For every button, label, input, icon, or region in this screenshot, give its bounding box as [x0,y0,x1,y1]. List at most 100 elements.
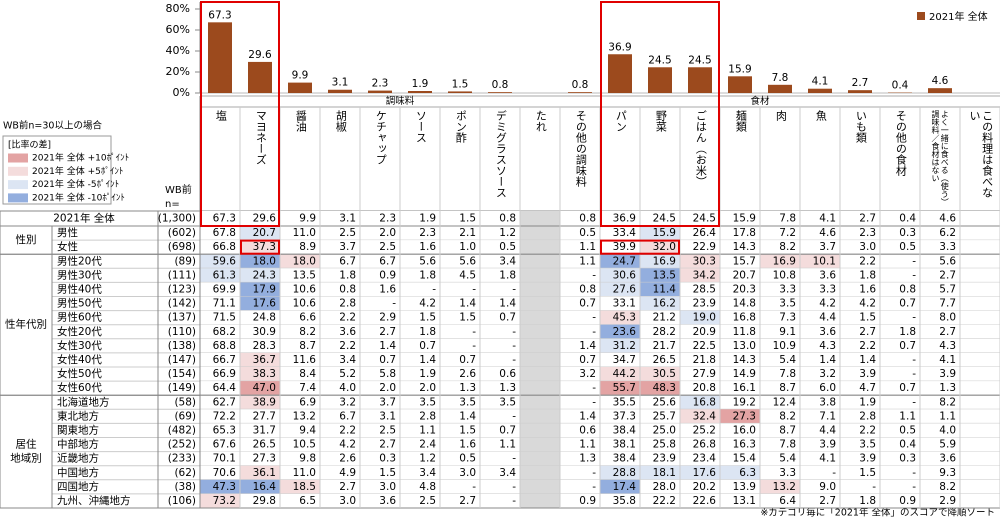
cell-bg [240,451,280,466]
column-header-text: ごはん（お米） [694,110,708,187]
cell-bg [760,479,800,494]
cell-bg [760,451,800,466]
cell-value: 11.8 [733,326,756,338]
cell-value: 33.4 [613,227,637,239]
cell-value: - [912,269,916,281]
cell-value: 10.6 [293,283,317,295]
cell-bg [840,409,880,424]
cell-value: 0.7 [499,424,516,436]
cell-value: 2.5 [419,495,436,507]
cell-bg [920,465,960,480]
column-header: パン [600,110,640,207]
cell-value: 30.9 [253,326,276,338]
cell-value: 15.7 [733,255,756,267]
cell-value: 38.3 [253,368,276,380]
cell-bg [280,423,320,438]
row-label: 男性 [57,226,78,239]
cell-value: 0.4 [899,439,916,451]
cell-value: 3.2 [579,368,596,380]
cell-value: 2.2 [339,340,356,352]
cell-bg [560,437,600,452]
row-label: 男性20代 [57,254,102,267]
cell-bg [720,324,760,339]
cell-bg [280,352,320,367]
cell-value: - [912,467,916,479]
cell-bg [480,211,520,226]
cell-value: 0.3 [899,453,916,465]
cell-value: 18.5 [293,481,316,493]
cell-bg [520,338,560,353]
cell-value: 1.5 [459,424,476,436]
cell-bg [960,409,1000,424]
cell-value: 13.0 [733,340,756,352]
cell-bg [240,352,280,367]
cell-value: 68.2 [213,326,236,338]
cell-value: 1.4 [579,410,596,422]
cell-value: 1.5 [459,312,476,324]
cell-value: - [512,326,516,338]
cell-value: 4.6 [939,213,956,225]
cell-value: 2.7 [379,326,396,338]
cell-value: 2.7 [939,269,956,281]
row-label: 男性40代 [57,282,102,295]
cell-value: - [592,396,596,408]
cell-bg [680,381,720,396]
cell-bg [560,451,600,466]
cell-value: 20.8 [693,382,716,394]
row-n: (137) [168,312,196,324]
cell-bg [960,338,1000,353]
cell-bg [240,367,280,382]
cell-bg [720,338,760,353]
cell-bg [320,226,360,241]
row-n: (602) [168,227,196,239]
cell-bg [320,352,360,367]
cell-bg [400,381,440,396]
cell-bg [800,381,840,396]
cell-value: 5.6 [939,255,956,267]
cell-value: 3.4 [339,354,356,366]
cell-value: 1.0 [459,241,476,253]
cell-bg [280,268,320,283]
row-label: 女性60代 [57,381,102,394]
cell-value: 1.4 [459,298,476,310]
bar [408,91,432,93]
cell-value: 8.2 [939,481,956,493]
cell-value: 2.0 [379,382,396,394]
cell-value: 2.5 [379,241,396,253]
cell-value: 1.3 [499,382,516,394]
cell-bg [640,282,680,297]
cell-value: 1.1 [939,410,956,422]
cell-bg [400,423,440,438]
cell-value: 4.8 [419,481,436,493]
cell-bg [280,254,320,269]
cell-bg [720,437,760,452]
cell-value: 4.1 [819,213,836,225]
column-header-text: 麺類 [734,110,748,132]
cell-bg [560,493,600,508]
cell-value: 0.6 [579,424,596,436]
cell-value: 3.5 [419,396,436,408]
cell-bg [280,493,320,508]
cell-bg [560,381,600,396]
cell-value: 0.5 [499,241,516,253]
cell-value: 34.7 [613,354,636,366]
cell-value: 2.7 [379,439,396,451]
cell-bg [480,479,520,494]
cell-value: 23.6 [613,326,637,338]
cell-bg [720,451,760,466]
cell-bg [320,437,360,452]
cell-value: 24.7 [613,255,636,267]
cell-value: 16.8 [693,396,716,408]
cell-value: 6.4 [779,495,796,507]
cell-bg [360,423,400,438]
bar [768,84,792,93]
cell-value: - [592,269,596,281]
cell-bg [200,395,240,410]
cell-value: 26.5 [253,439,276,451]
cell-bg [400,282,440,297]
cell-value: 4.2 [859,298,876,310]
cell-value: 0.9 [579,495,596,507]
cell-value: 66.8 [213,241,236,253]
cell-bg [360,451,400,466]
